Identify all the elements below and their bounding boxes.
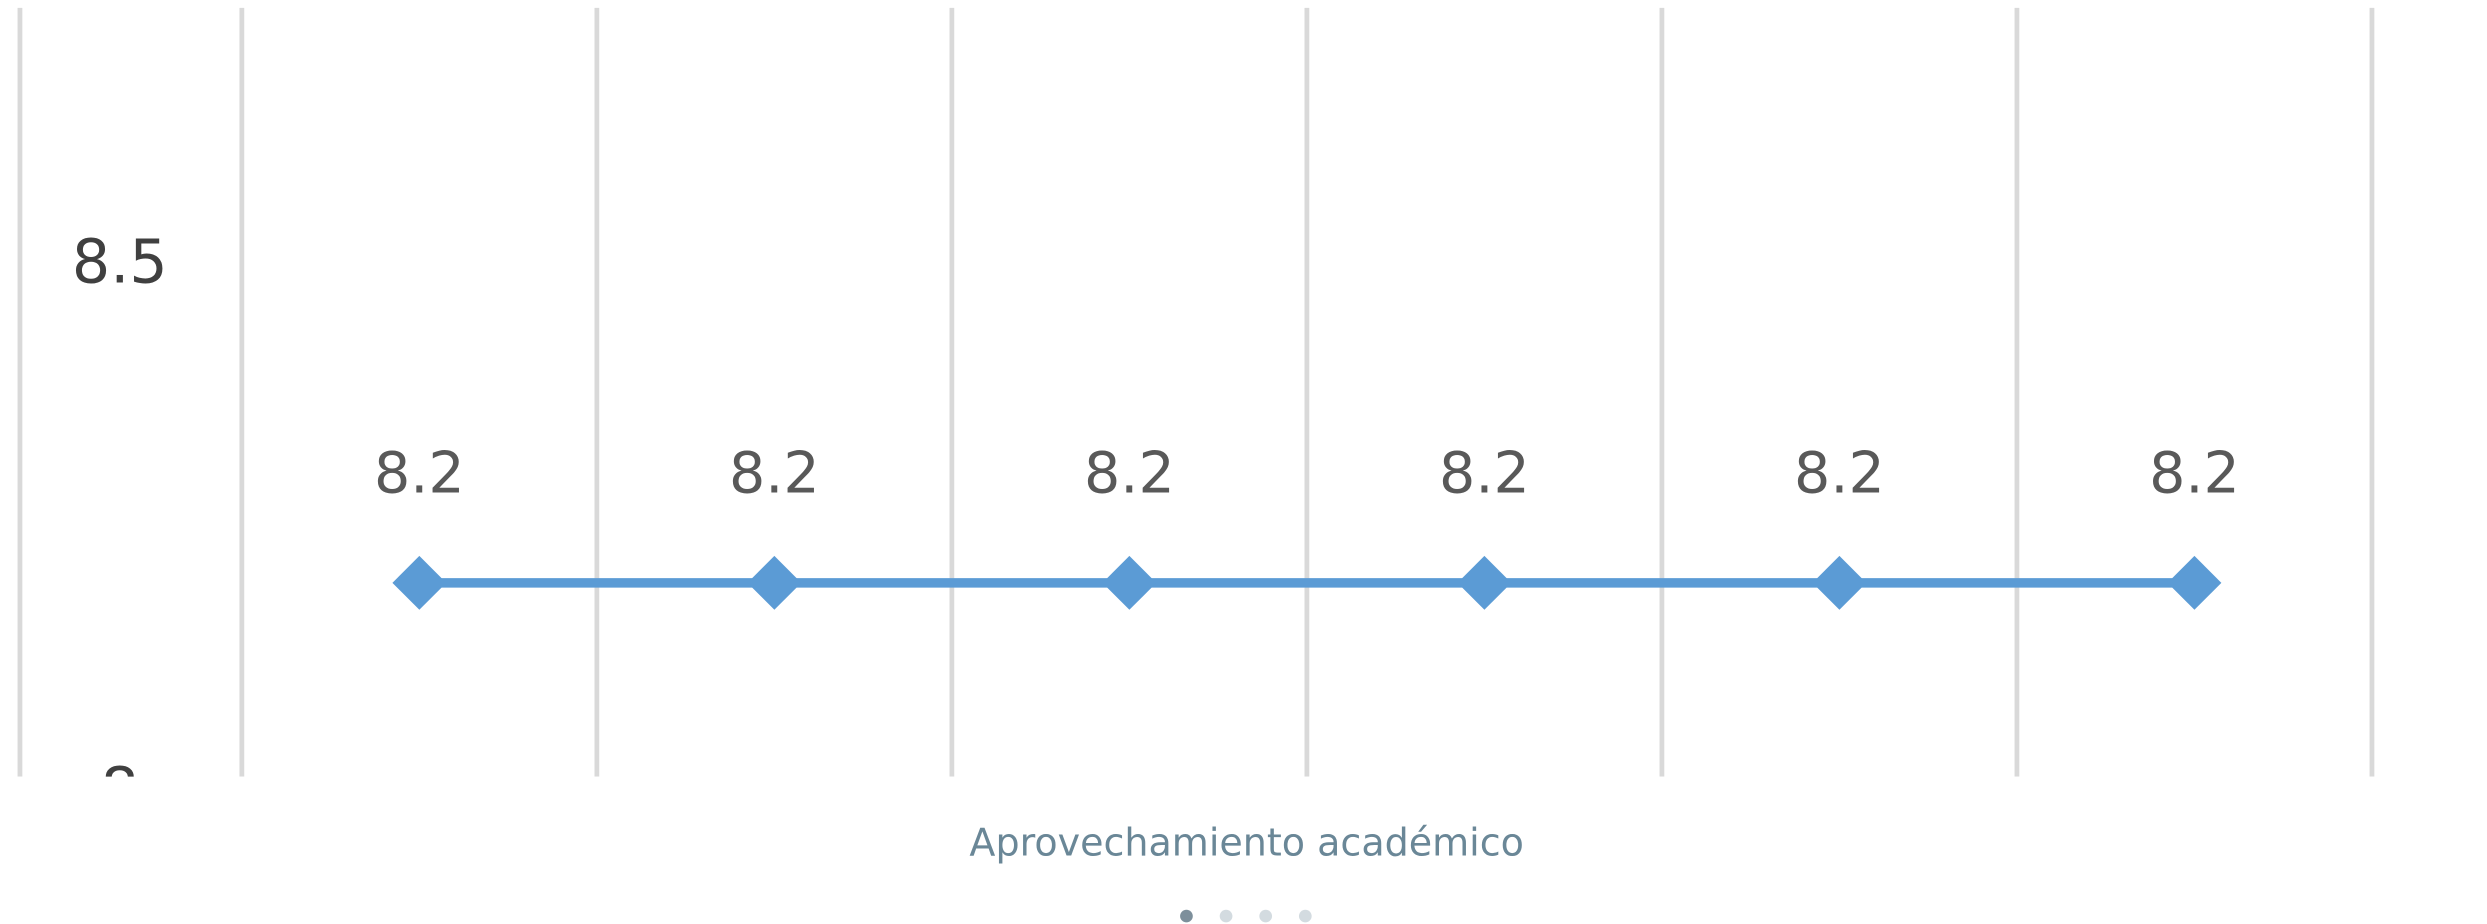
chart: 8 8.5 8.2 8.2 8.2 8.2 8.2 8.2 (17, 7, 2375, 826)
slide-caption: Aprovechamiento académico (969, 820, 1523, 864)
carousel-dot[interactable] (1298, 909, 1312, 923)
carousel-dot[interactable] (1259, 909, 1273, 923)
carousel-dot[interactable] (1219, 909, 1233, 923)
y-tick-label: 8.5 (72, 228, 168, 298)
data-point (747, 555, 802, 610)
data-point (392, 555, 447, 610)
data-point (1812, 555, 1867, 610)
data-label: 8.2 (1794, 440, 1885, 506)
data-label: 8.2 (2149, 440, 2240, 506)
y-tick-label: 8 (101, 756, 139, 826)
data-point (1457, 555, 1512, 610)
data-label: 8.2 (729, 440, 820, 506)
carousel-dot-active[interactable] (1180, 909, 1193, 923)
data-label: 8.2 (374, 440, 465, 506)
data-label: 8.2 (1084, 440, 1175, 506)
data-point (2167, 555, 2222, 610)
data-label: 8.2 (1439, 440, 1530, 506)
data-point (1102, 555, 1157, 610)
